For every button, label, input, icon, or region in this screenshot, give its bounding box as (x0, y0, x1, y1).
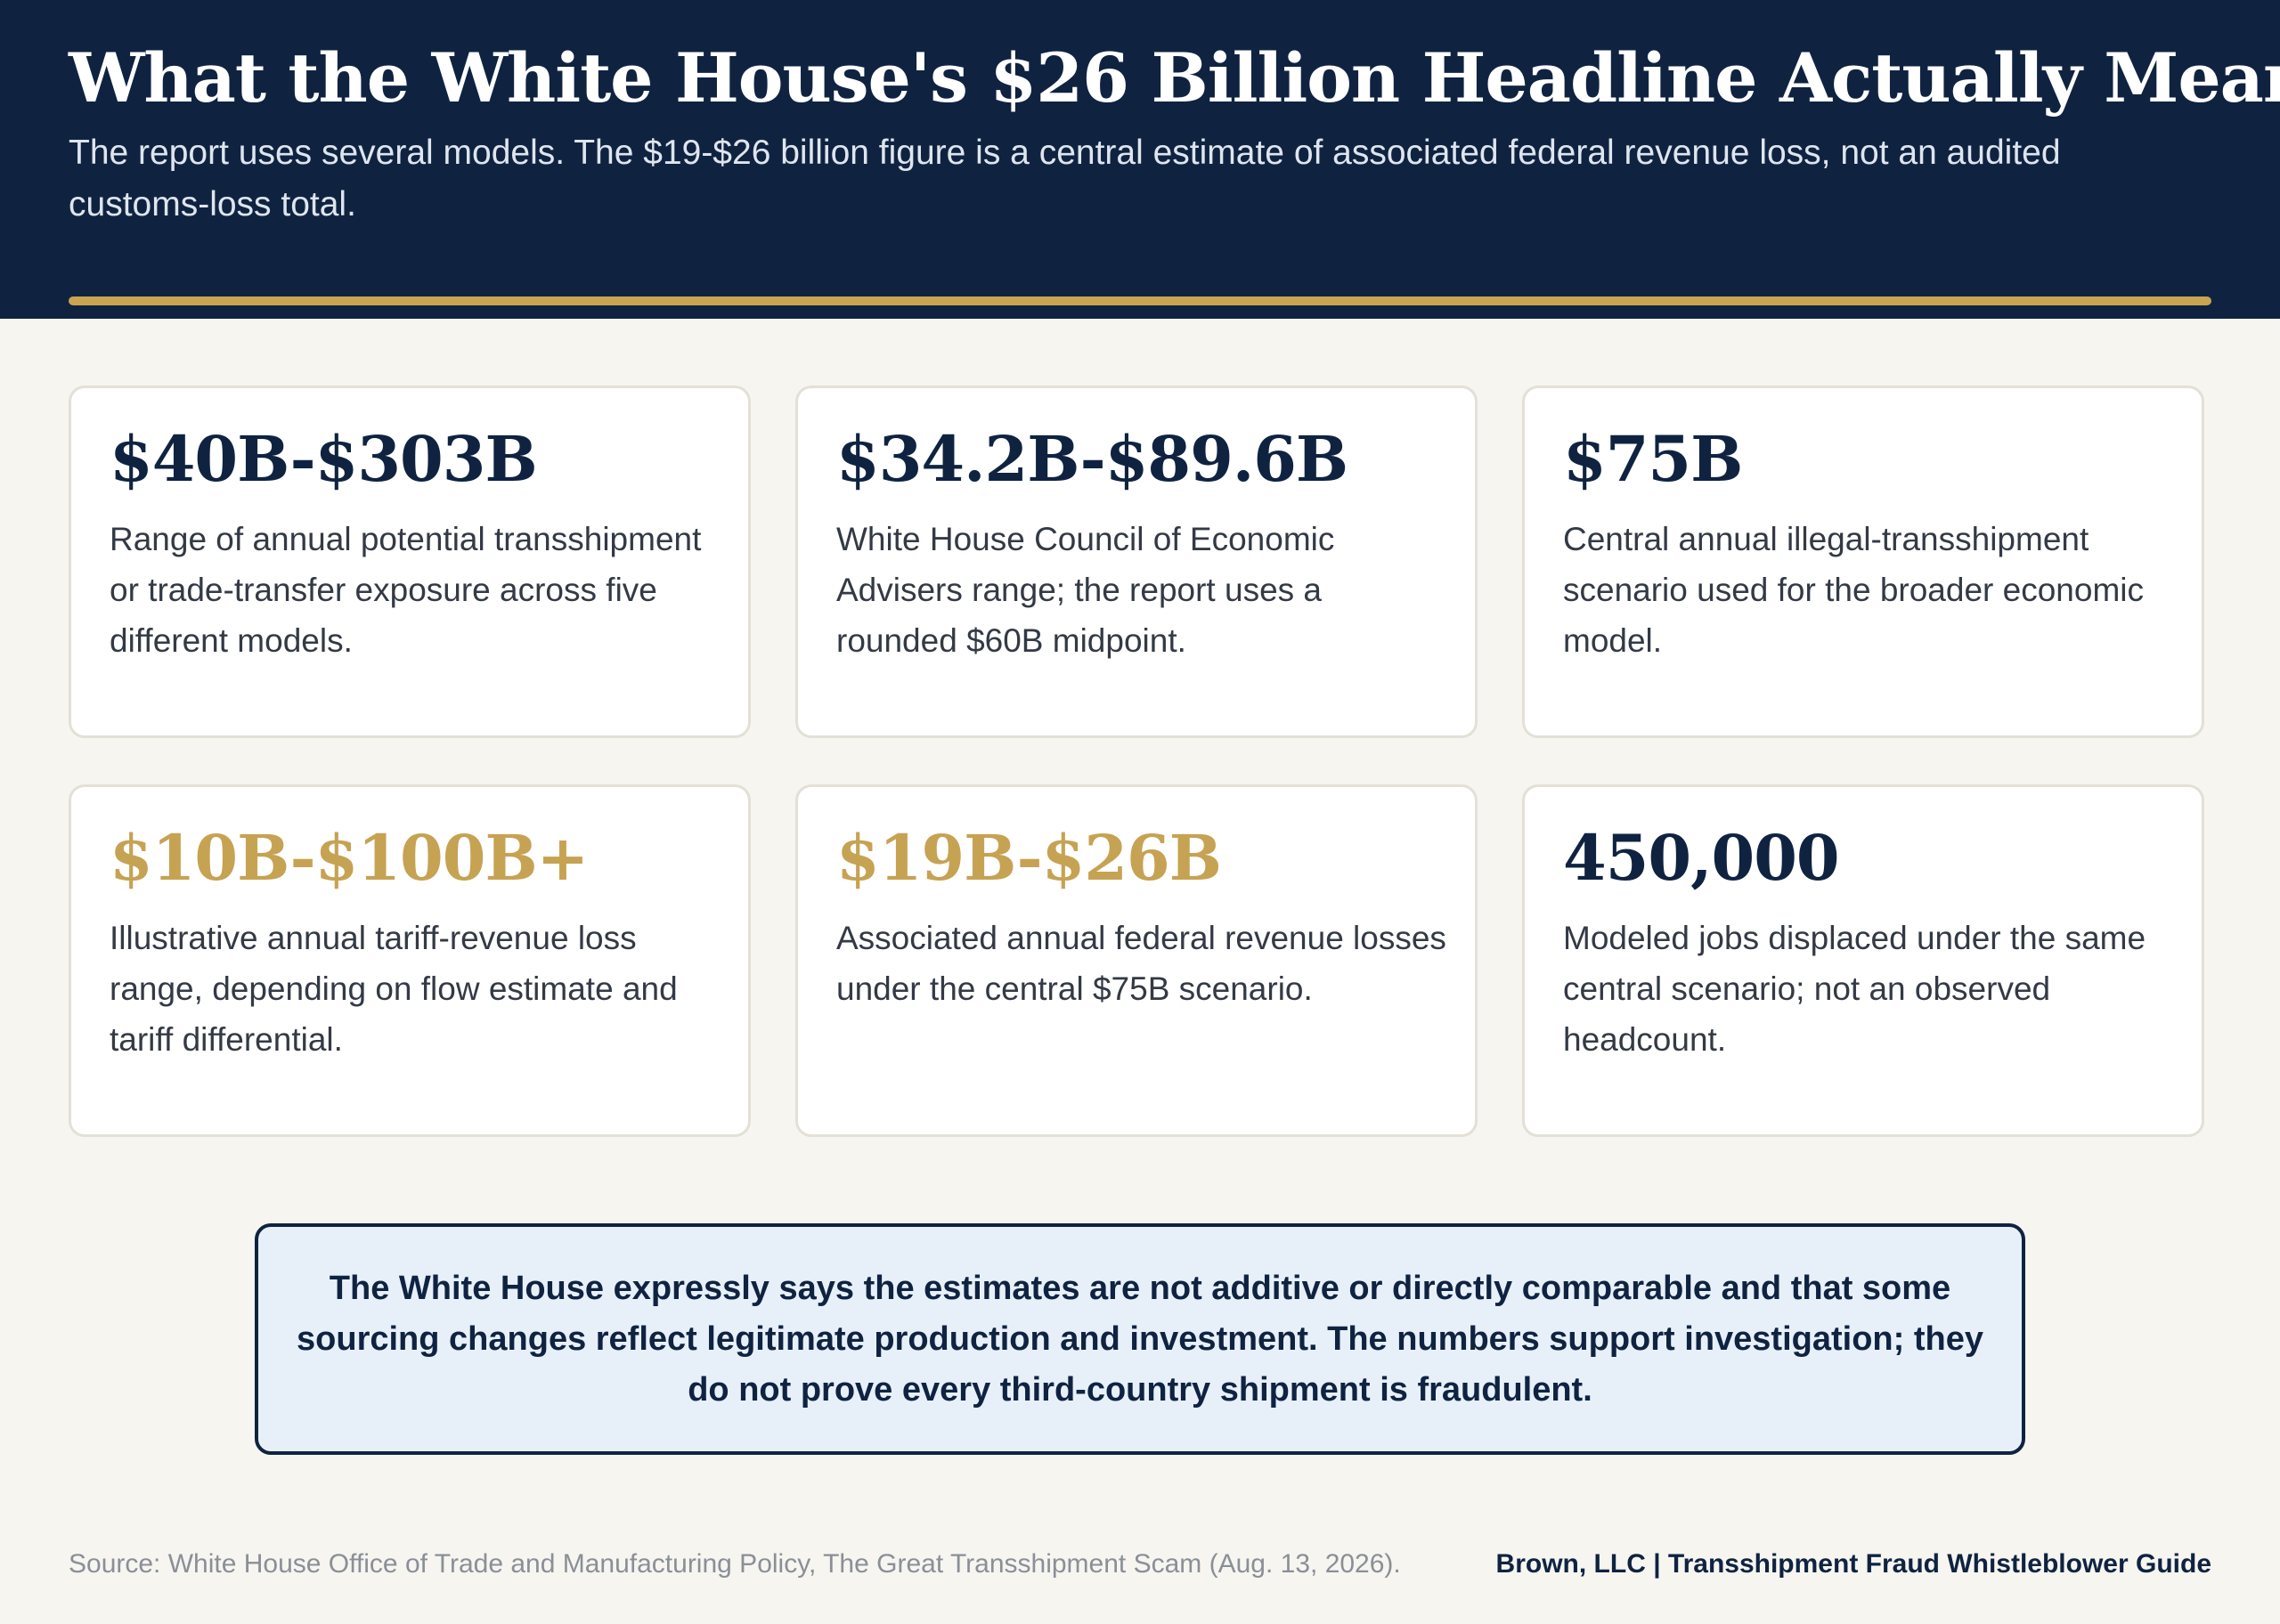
page-subtitle: The report uses several models. The $19-… (69, 134, 2061, 223)
stat-card-jobs-displaced: 450,000 Modeled jobs displaced under the… (1522, 784, 2204, 1137)
stat-card-value: $75B (1563, 422, 1743, 496)
stat-card-central-scenario: $75B Central annual illegal-transshipmen… (1522, 386, 2204, 738)
stat-card-value: 450,000 (1563, 821, 1840, 895)
stat-card-description: Central annual illegal-transshipment sce… (1563, 521, 2144, 659)
stat-card-value: $19B-$26B (836, 821, 1222, 895)
stat-card-federal-revenue-loss: $19B-$26B Associated annual federal reve… (795, 784, 1478, 1137)
stat-card-transshipment-exposure: $40B-$303B Range of annual potential tra… (69, 386, 751, 738)
caveat-text: The White House expressly says the estim… (297, 1269, 1983, 1409)
stat-card-description: Modeled jobs displaced under the same ce… (1563, 920, 2146, 1058)
stat-card-tariff-revenue-loss: $10B-$100B+ Illustrative annual tariff-r… (69, 784, 751, 1137)
header-banner: What the White House's $26 Billion Headl… (0, 0, 2280, 319)
stat-card-description: Associated annual federal revenue losses… (836, 920, 1446, 1007)
page-title: What the White House's $26 Billion Headl… (69, 38, 2280, 118)
brand-credit: Brown, LLC | Transshipment Fraud Whistle… (1495, 1549, 2211, 1579)
source-citation: Source: White House Office of Trade and … (69, 1549, 1401, 1579)
stat-card-value: $34.2B-$89.6B (836, 422, 1348, 496)
stat-card-description: Range of annual potential transshipment … (110, 521, 702, 659)
stat-card-value: $40B-$303B (110, 422, 538, 496)
gold-divider (69, 296, 2211, 305)
stat-card-description: White House Council of Economic Advisers… (836, 521, 1335, 659)
caveat-callout: The White House expressly says the estim… (255, 1223, 2025, 1455)
stat-card-description: Illustrative annual tariff-revenue loss … (110, 920, 678, 1058)
stat-card-value: $10B-$100B+ (110, 821, 589, 895)
stat-card-cea-range: $34.2B-$89.6B White House Council of Eco… (795, 386, 1478, 738)
